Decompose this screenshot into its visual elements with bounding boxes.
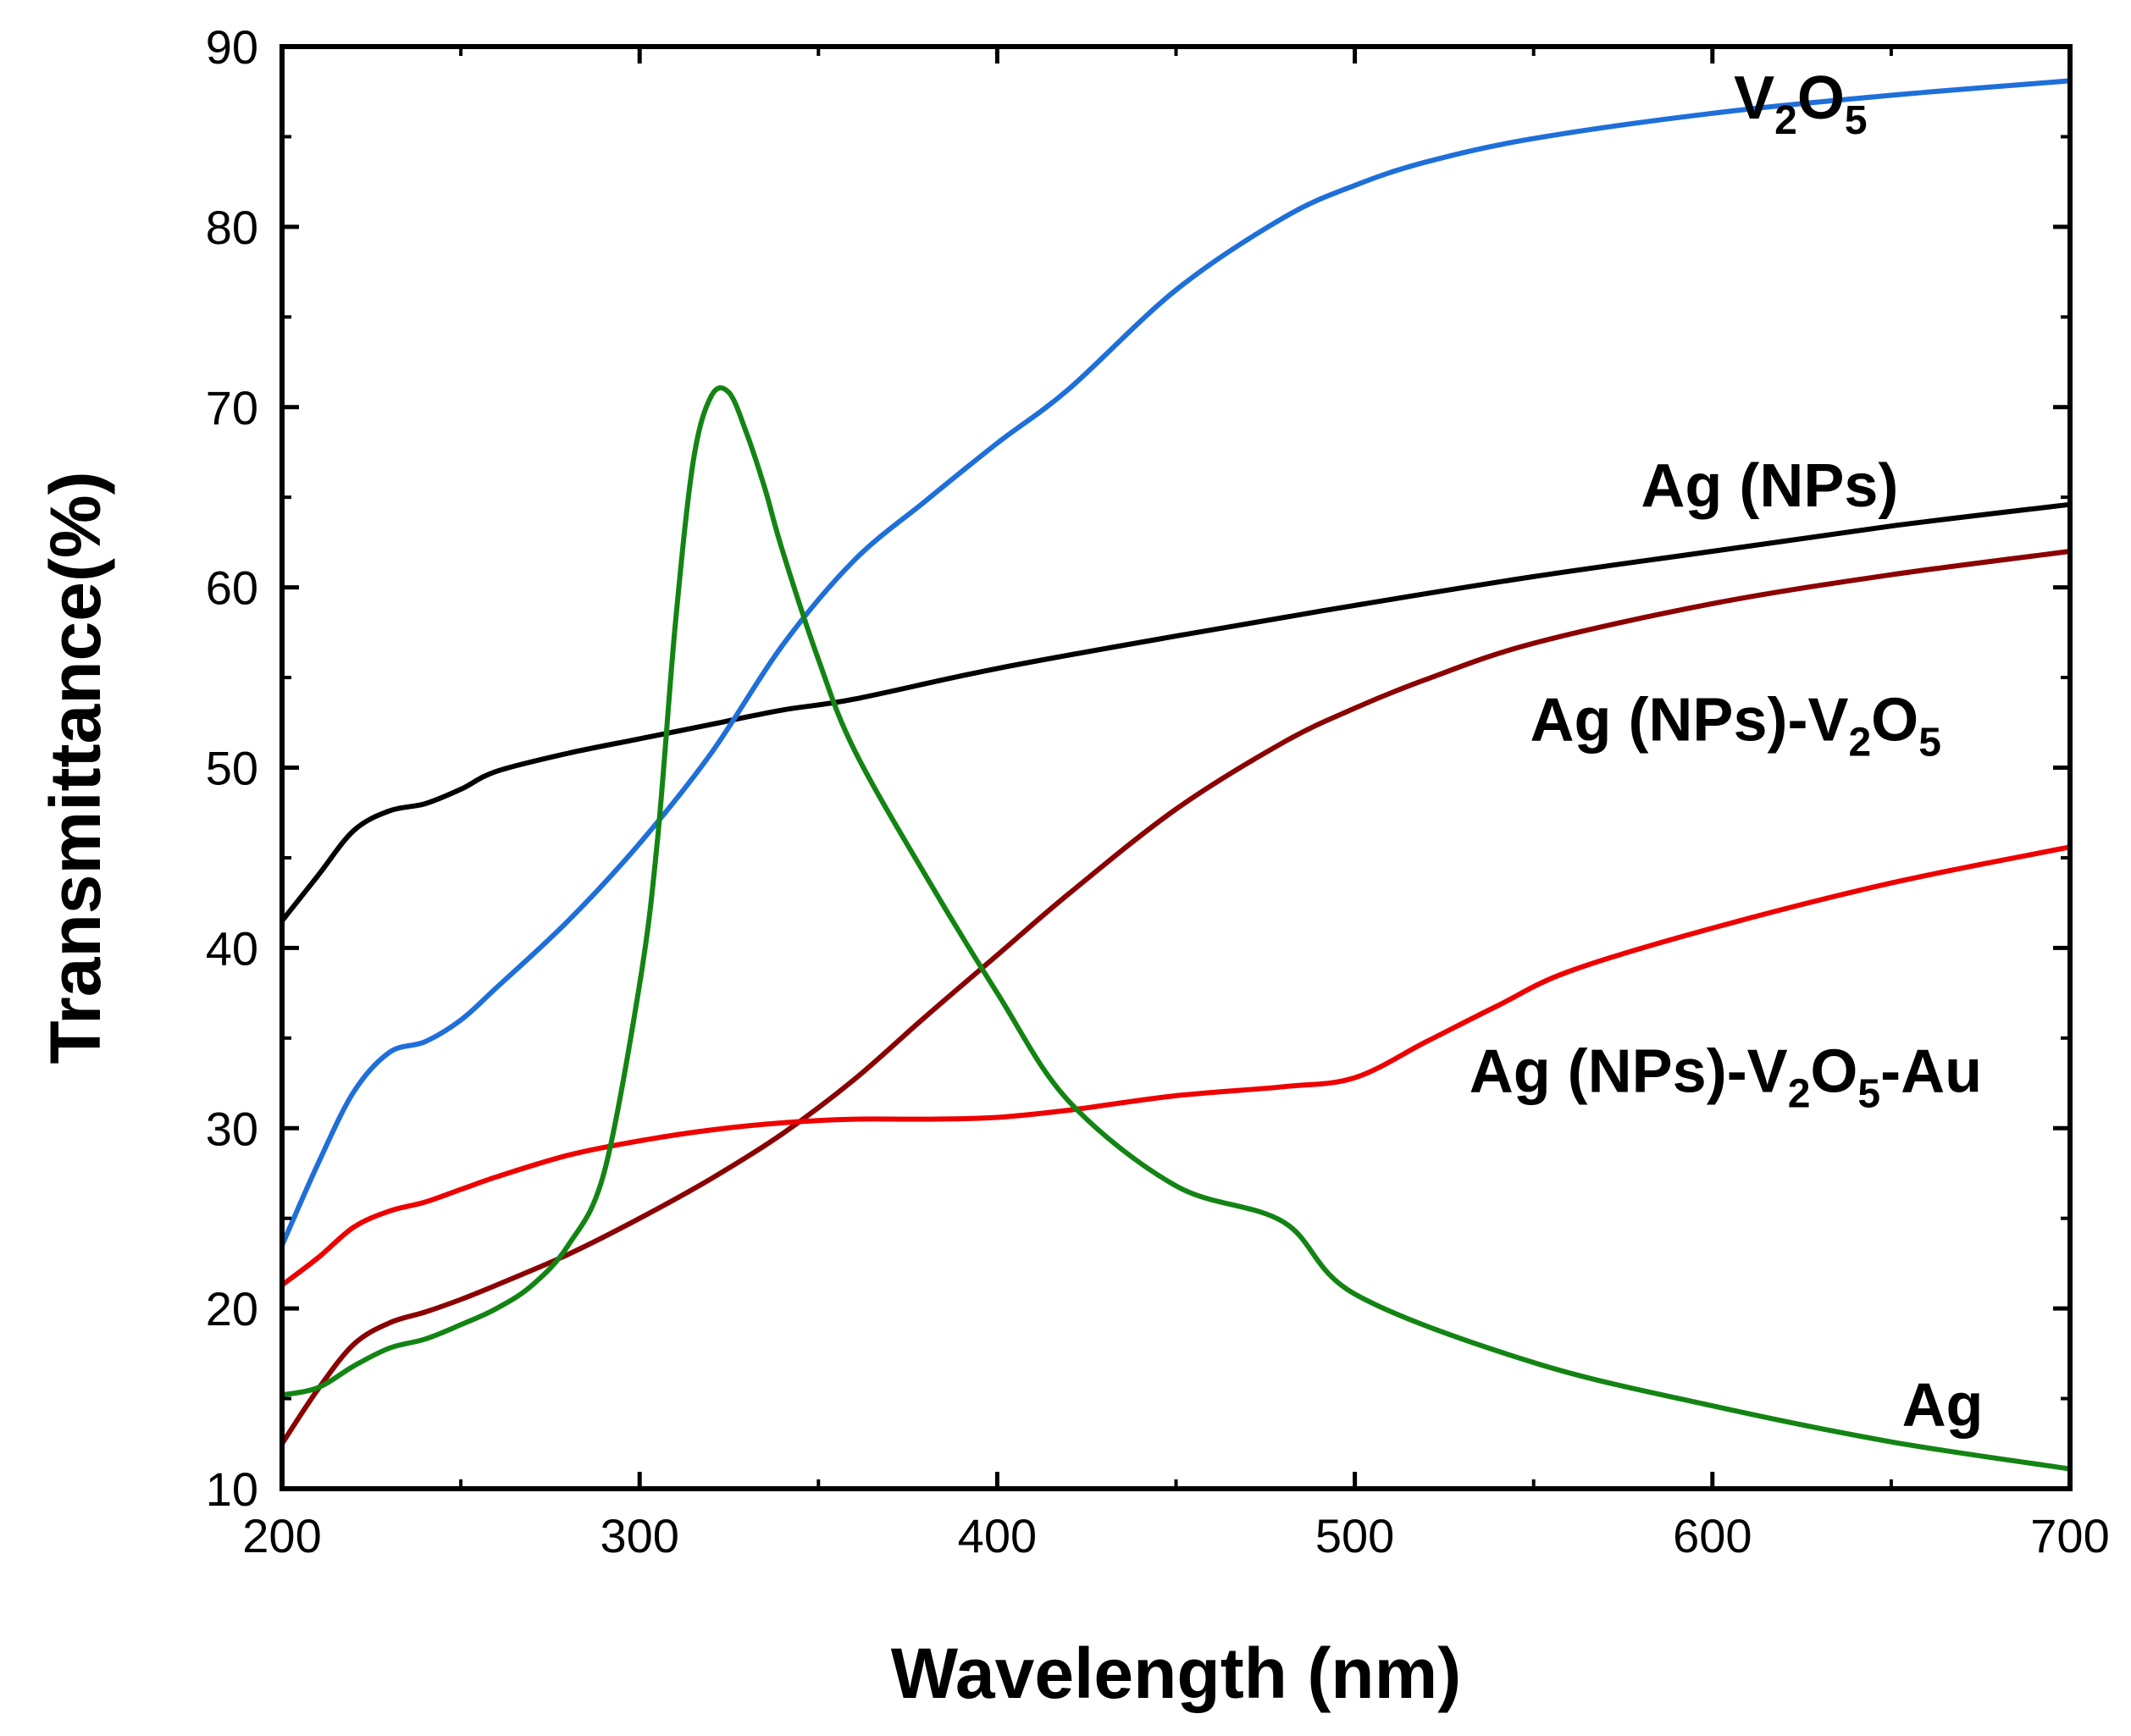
series-label-4: Ag xyxy=(1902,1371,1984,1439)
y-tick-label: 80 xyxy=(206,201,258,254)
series-label-1: V2O5 xyxy=(1734,64,1867,143)
y-tick-label: 70 xyxy=(206,381,258,434)
series-layer xyxy=(280,78,2073,1472)
y-axis-title: Transmittance(%) xyxy=(36,471,115,1064)
series-line-2 xyxy=(280,549,2073,1446)
x-tick-label: 500 xyxy=(1315,1509,1394,1562)
series-line-0 xyxy=(280,501,2073,924)
plot-frame xyxy=(280,44,2073,1491)
x-axis-title: Wavelength (nm) xyxy=(891,1634,1462,1713)
series-line-4 xyxy=(280,385,2073,1472)
x-tick-label: 200 xyxy=(242,1509,321,1562)
labels-layer: Ag (NPs) V2O5 Ag (NPs)-V2O5 Ag (NPs)-V2O5-A… xyxy=(1470,64,1984,1439)
x-tick-label: 600 xyxy=(1673,1509,1752,1562)
y-tick-label: 30 xyxy=(206,1102,258,1155)
x-tick-label: 400 xyxy=(958,1509,1037,1562)
series-line-1 xyxy=(280,78,2073,1248)
y-tick-label: 90 xyxy=(206,20,258,74)
series-label-3: Ag (NPs)-V2O5-Au xyxy=(1470,1038,1982,1117)
series-label-0: Ag (NPs) xyxy=(1641,452,1898,520)
series-label-2: Ag (NPs)-V2O5 xyxy=(1530,687,1940,766)
y-tick-label: 60 xyxy=(206,561,258,615)
series-line-3 xyxy=(280,844,2073,1288)
y-tick-label: 40 xyxy=(206,921,258,975)
x-tick-label: 300 xyxy=(600,1509,678,1562)
x-tick-label: 700 xyxy=(2030,1509,2109,1562)
y-tick-label: 50 xyxy=(206,742,258,795)
y-tick-label: 20 xyxy=(206,1282,258,1335)
ticks-layer: 200 300 400 500 600 700 10 20 30 40 50 60 70 80 90 xyxy=(206,20,2110,1562)
y-tick-label: 10 xyxy=(206,1462,258,1516)
